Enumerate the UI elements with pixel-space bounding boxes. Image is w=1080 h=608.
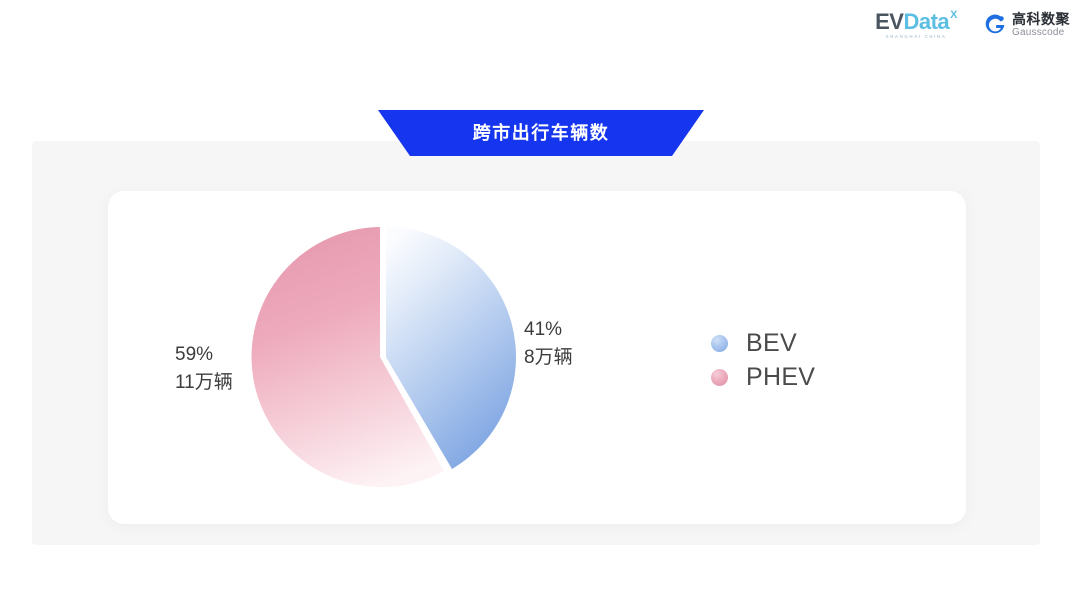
evdata-logo: EV Data X SHANGHAI CHINA <box>875 9 957 39</box>
gausscode-name-en: Gausscode <box>1012 26 1065 38</box>
pie-chart <box>232 225 537 495</box>
bev-legend-dot <box>711 334 728 352</box>
pie-label-phev: 59% 11万辆 <box>175 341 233 396</box>
gausscode-g-icon <box>984 14 1006 36</box>
pie-label-phev-amount: 11万辆 <box>175 371 233 393</box>
legend-label-bev: BEV <box>746 328 797 357</box>
pie-slice-phev <box>251 227 444 487</box>
pie-label-phev-percent: 59% <box>175 344 214 365</box>
chart-legend: BEV PHEV <box>711 326 815 394</box>
pie-label-bev-amount: 8万辆 <box>524 346 573 368</box>
pie-slice-bev <box>386 227 516 469</box>
chart-title-banner: 跨市出行车辆数 <box>378 110 704 156</box>
evdata-logo-tagline: SHANGHAI CHINA <box>885 34 947 39</box>
legend-label-phev: PHEV <box>746 362 816 391</box>
phev-legend-dot <box>711 368 728 386</box>
evdata-logo-data-text: Data <box>903 9 950 34</box>
gausscode-name-cn: 高科数聚 <box>1012 11 1070 28</box>
evdata-logo-superscript-x: X <box>950 9 957 21</box>
chart-card <box>108 191 966 524</box>
legend-item-phev[interactable]: PHEV <box>711 360 815 394</box>
pie-label-bev-percent: 41% <box>524 319 563 340</box>
gausscode-logo: 高科数聚 Gausscode <box>984 12 1070 38</box>
evdata-logo-ev-text: EV <box>875 9 904 34</box>
gausscode-text: 高科数聚 Gausscode <box>1012 12 1070 38</box>
pie-label-bev: 41% 8万辆 <box>524 316 573 371</box>
evdata-wordmark: EV Data X <box>875 9 957 34</box>
chart-title-text: 跨市出行车辆数 <box>472 122 610 143</box>
banner-shape <box>378 110 704 156</box>
legend-item-bev[interactable]: BEV <box>711 326 815 360</box>
brand-bar: EV Data X SHANGHAI CHINA 高科数聚 Gausscode <box>875 9 1070 39</box>
